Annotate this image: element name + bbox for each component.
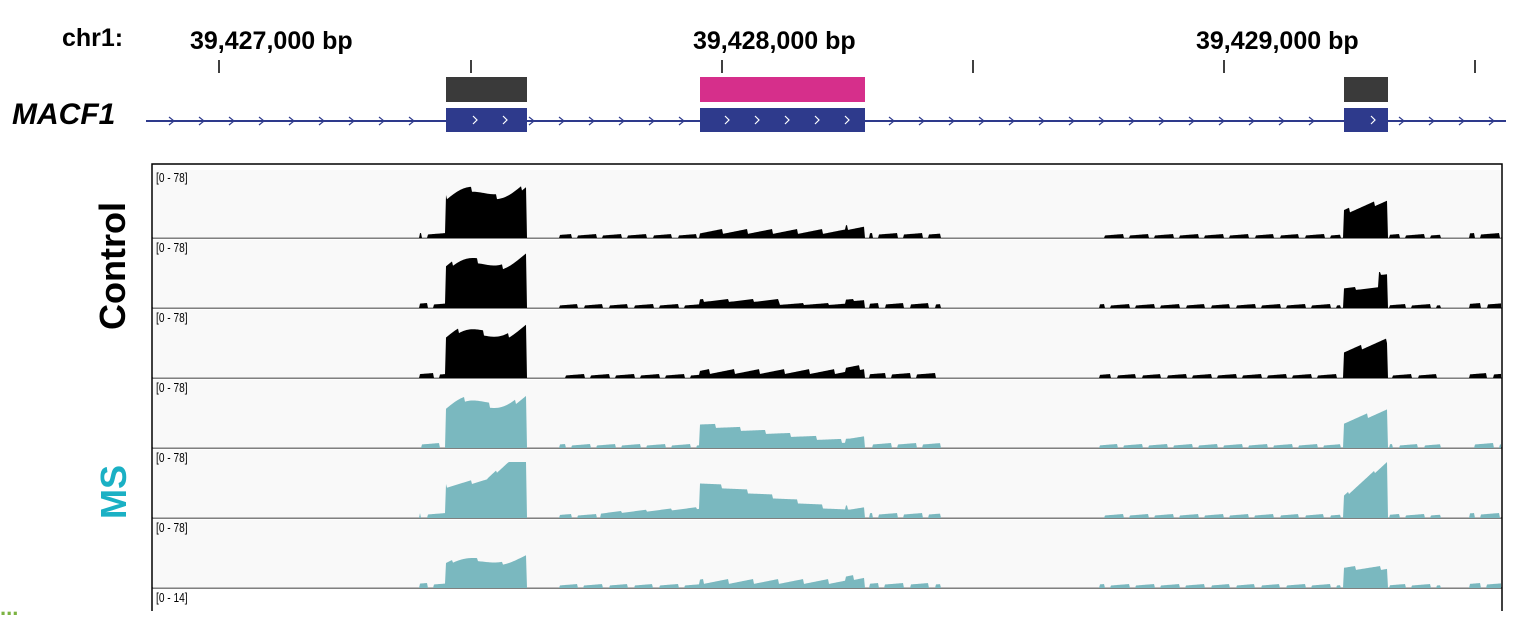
coverage-area xyxy=(153,253,1501,308)
exon-2[interactable] xyxy=(700,108,865,132)
track-range-1: [0 - 78] xyxy=(156,170,188,185)
coverage-track-6[interactable] xyxy=(152,520,1502,589)
coverage-area xyxy=(153,555,1501,588)
coverage-track-1[interactable] xyxy=(152,170,1502,239)
track-background xyxy=(153,170,1501,238)
track-range-6: [0 - 78] xyxy=(156,520,188,535)
ruler-tick-label-3: 39,429,000 bp xyxy=(1196,27,1359,55)
group-label-cut: ... xyxy=(0,595,19,620)
coverage-track-2[interactable] xyxy=(152,240,1502,309)
exon-variant-highlight[interactable] xyxy=(700,77,865,102)
gene-name-label[interactable]: MACF1 xyxy=(12,98,116,131)
coverage-area xyxy=(153,186,1501,238)
exon-3[interactable] xyxy=(1344,108,1388,132)
exon-variant-dark-1[interactable] xyxy=(446,77,527,102)
exon-1[interactable] xyxy=(446,108,527,132)
ruler-tick-label-1: 39,427,000 bp xyxy=(190,27,353,55)
coverage-track-3[interactable] xyxy=(152,310,1502,379)
exon-strand-arrows xyxy=(472,115,1376,125)
track-background xyxy=(153,240,1501,308)
track-range-2: [0 - 78] xyxy=(156,240,188,255)
coverage-area xyxy=(153,324,1501,378)
track-background xyxy=(153,310,1501,378)
track-background xyxy=(153,380,1501,448)
track-range-7: [0 - 14] xyxy=(156,590,188,605)
coverage-area xyxy=(153,462,1501,518)
track-background xyxy=(153,450,1501,518)
coverage-track-4[interactable] xyxy=(152,380,1502,449)
chromosome-label: chr1: xyxy=(62,24,124,52)
track-range-5: [0 - 78] xyxy=(156,450,188,465)
group-label-control: Control xyxy=(92,202,133,330)
strand-arrows xyxy=(168,116,1495,126)
track-range-3: [0 - 78] xyxy=(156,310,188,325)
track-range-4: [0 - 78] xyxy=(156,380,188,395)
ruler-tick-label-2: 39,428,000 bp xyxy=(693,27,856,55)
coverage-track-5[interactable] xyxy=(152,450,1502,519)
ruler-ticks xyxy=(218,60,1476,73)
exon-variant-dark-2[interactable] xyxy=(1344,77,1388,102)
coverage-tracks[interactable] xyxy=(152,170,1502,589)
gene-model[interactable] xyxy=(146,77,1506,132)
coverage-area xyxy=(153,395,1501,448)
track-background xyxy=(153,520,1501,588)
data-panel-frame xyxy=(151,163,1503,611)
group-label-ms: MS xyxy=(93,465,134,519)
